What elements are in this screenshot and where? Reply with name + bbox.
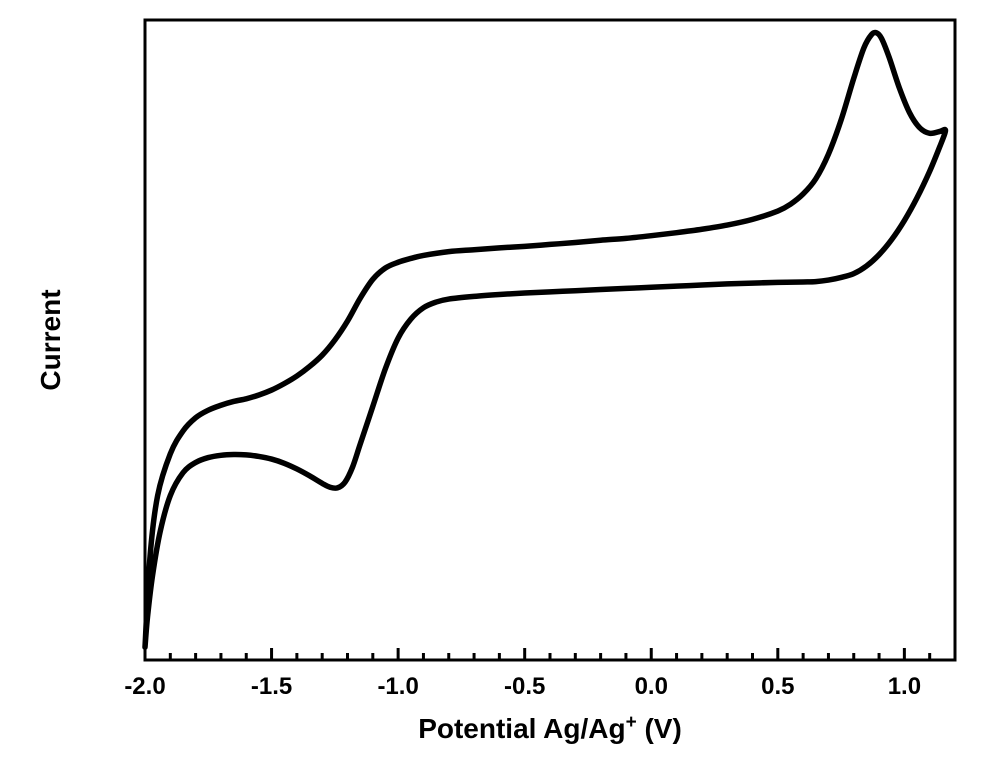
x-tick-label: 1.0 (888, 673, 921, 700)
x-tick-label: 0.5 (761, 673, 794, 700)
x-tick-label: -1.5 (251, 673, 292, 700)
cv-chart: -2.0 -1.5 -1.0 -0.5 0.0 0.5 1.0 Potential Ag/Ag… (0, 0, 990, 775)
x-tick-label: -2.0 (124, 673, 165, 700)
x-tick-label: -0.5 (504, 673, 545, 700)
x-axis-label: Potential Ag/Ag+ (V) (418, 712, 682, 745)
x-tick-label: 0.0 (635, 673, 668, 700)
x-tick-label: -1.0 (377, 673, 418, 700)
chart-svg: -2.0 -1.5 -1.0 -0.5 0.0 0.5 1.0 Potential Ag/Ag… (0, 0, 990, 775)
y-axis-label: Current (35, 289, 66, 390)
